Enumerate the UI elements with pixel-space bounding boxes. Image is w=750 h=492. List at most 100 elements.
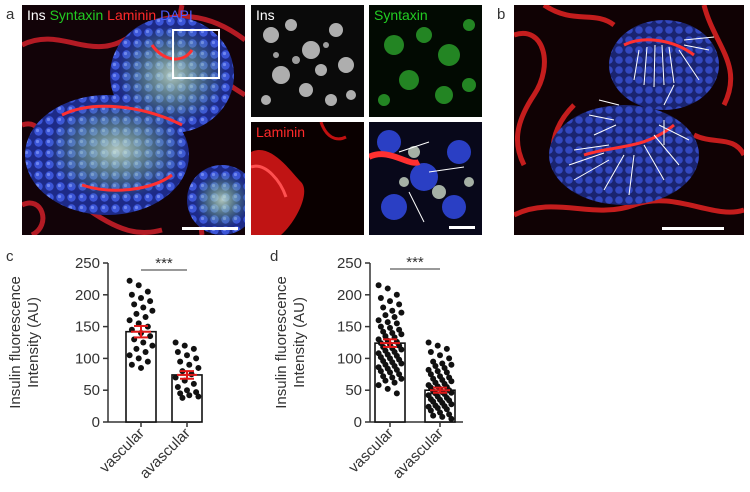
micrograph-merged: Ins Syntaxin Laminin DAPI: [22, 5, 245, 235]
y-tick-label: 150: [337, 319, 362, 336]
inset-laminin-label: Laminin: [256, 124, 306, 140]
data-point: [140, 304, 147, 311]
data-point: [398, 346, 405, 353]
data-point: [149, 342, 156, 349]
x-tick-label-avascular: avascular: [136, 425, 193, 482]
data-point: [430, 358, 437, 365]
significance-label: ***: [155, 255, 173, 272]
inset-syntaxin-label: Syntaxin: [374, 7, 428, 23]
data-point: [387, 298, 393, 305]
data-point: [135, 282, 142, 289]
data-point: [398, 309, 405, 316]
data-point: [387, 369, 393, 376]
data-point: [190, 345, 197, 352]
data-point: [396, 326, 403, 333]
panel-letter-a: a: [6, 6, 15, 23]
data-point: [384, 319, 391, 326]
inset-syntaxin: Syntaxin: [369, 5, 482, 117]
data-point: [434, 342, 441, 349]
data-point: [128, 361, 135, 368]
data-point: [427, 349, 434, 356]
panel-letter-b: b: [497, 6, 506, 23]
data-point: [193, 355, 200, 362]
data-point: [126, 317, 133, 324]
data-point: [195, 393, 202, 400]
data-point: [144, 288, 151, 295]
y-tick-label: 100: [337, 350, 362, 367]
data-point: [387, 324, 393, 331]
data-point: [177, 390, 184, 397]
data-point: [174, 349, 181, 356]
inset-laminin: Laminin: [251, 122, 364, 235]
data-point: [377, 368, 384, 375]
x-tick-label-vascular: vascular: [345, 425, 397, 477]
y-axis-label-line2: Intensity (AU): [25, 297, 42, 388]
scale-bar: [182, 227, 238, 230]
data-point: [439, 413, 446, 420]
data-point: [443, 369, 450, 376]
data-point: [133, 345, 140, 352]
y-tick-label: 200: [75, 287, 100, 304]
data-point: [382, 333, 389, 340]
data-point: [441, 364, 448, 371]
data-point: [140, 339, 147, 346]
data-point: [131, 301, 138, 308]
data-point: [389, 307, 396, 314]
data-point: [443, 345, 450, 352]
data-point: [446, 355, 453, 362]
data-point: [393, 291, 400, 298]
inset-syntaxin-image: [369, 5, 482, 117]
panel-letter-d: d: [270, 248, 279, 265]
data-point: [377, 323, 384, 330]
data-point: [398, 360, 405, 367]
data-point: [382, 377, 389, 384]
inset-merged: [369, 122, 482, 235]
micrograph-measurements: [514, 5, 744, 235]
y-axis-label-line2: Intensity (AU): [291, 297, 308, 388]
scale-bar-b: [662, 227, 724, 230]
data-point: [396, 301, 403, 308]
y-tick-label: 200: [337, 287, 362, 304]
data-point: [377, 294, 384, 301]
data-point: [147, 298, 154, 305]
channel-label-ins: Ins: [27, 7, 46, 23]
data-point: [398, 375, 405, 382]
data-point: [427, 407, 434, 414]
data-point: [186, 392, 193, 399]
y-tick-label: 0: [92, 414, 100, 431]
data-point: [190, 380, 197, 387]
data-point: [396, 371, 403, 378]
inset-region-box: [172, 29, 220, 79]
data-point: [126, 352, 133, 359]
inset-merged-image: [369, 122, 482, 235]
data-point: [380, 328, 387, 335]
inset-scale-bar: [449, 226, 475, 229]
data-point: [425, 339, 432, 346]
y-tick-label: 50: [83, 382, 100, 399]
data-point: [181, 342, 188, 349]
data-point: [177, 358, 184, 365]
channel-label-syntaxin: Syntaxin: [49, 7, 104, 23]
data-point: [430, 412, 437, 419]
data-point: [375, 282, 382, 289]
data-point: [138, 364, 144, 371]
data-point: [138, 294, 144, 301]
data-point: [384, 385, 391, 392]
data-point: [375, 382, 382, 389]
chart-c: Insulin fluorescence Intensity (AU) 0 50 100…: [7, 255, 203, 482]
data-point: [382, 312, 389, 319]
inset-laminin-image: [251, 122, 364, 235]
chart-d: Insulin fluorescence Intensity (AU) 0 50 100…: [273, 255, 463, 482]
data-point: [380, 304, 387, 311]
micrograph-measurements-image: [514, 5, 744, 235]
y-axis-label-line1: Insulin fluorescence: [7, 276, 24, 409]
data-point: [135, 355, 142, 362]
data-point: [147, 333, 154, 340]
data-point: [380, 373, 387, 380]
data-point: [448, 415, 455, 422]
x-tick-label-avascular: avascular: [389, 425, 446, 482]
data-point: [437, 352, 443, 359]
data-point: [195, 364, 202, 371]
data-point: [174, 384, 181, 391]
data-point: [184, 352, 190, 359]
